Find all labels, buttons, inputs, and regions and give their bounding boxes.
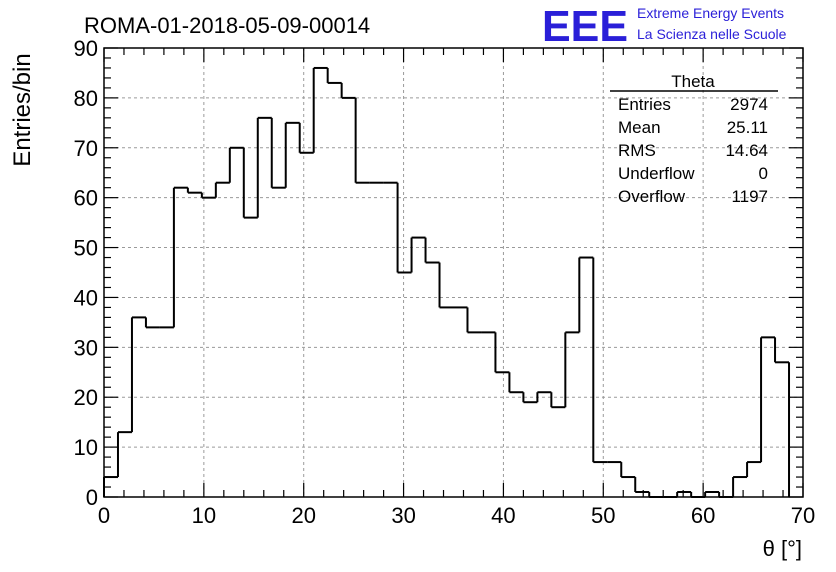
grid [104, 48, 803, 497]
stats-label-entries: Entries [618, 95, 671, 114]
x-axis: 0 10 20 30 40 50 60 70 [98, 48, 815, 528]
stats-value-overflow: 1197 [731, 187, 768, 206]
plot-frame [103, 47, 804, 498]
y-tick-label: 50 [74, 236, 98, 261]
y-tick-label: 80 [74, 86, 98, 111]
stats-value-rms: 14.64 [725, 141, 768, 160]
stats-title: Theta [671, 72, 715, 91]
y-tick-label: 90 [74, 36, 98, 61]
plot-border [103, 47, 804, 498]
y-tick-label: 40 [74, 285, 98, 310]
run-title: ROMA-01-2018-05-09-00014 [84, 13, 370, 38]
y-tick-label: 70 [74, 136, 98, 161]
stats-box: Theta Entries 2974 Mean 25.11 RMS 14.64 … [610, 72, 778, 206]
logo-line-1: Extreme Energy Events [637, 5, 784, 21]
y-tick-label: 0 [86, 485, 98, 510]
stats-value-underflow: 0 [759, 164, 768, 183]
stats-label-rms: RMS [618, 141, 656, 160]
histogram-series [103, 66, 791, 498]
x-tick-label: 60 [691, 503, 715, 528]
stats-label-mean: Mean [618, 118, 661, 137]
y-axis-title: Entries/bin [9, 53, 36, 166]
x-tick-label: 0 [98, 503, 110, 528]
stats-value-entries: 2974 [730, 95, 768, 114]
stats-label-underflow: Underflow [618, 164, 695, 183]
eee-logo: EEE Extreme Energy Events La Scienza nel… [542, 2, 787, 51]
logo-mark: EEE [542, 2, 628, 51]
y-tick-label: 10 [74, 435, 98, 460]
x-tick-label: 40 [491, 503, 515, 528]
x-tick-label: 10 [192, 503, 216, 528]
y-tick-label: 30 [74, 335, 98, 360]
x-tick-label: 70 [791, 503, 815, 528]
logo-line-2: La Scienza nelle Scuole [637, 26, 787, 42]
stats-value-mean: 25.11 [727, 118, 768, 137]
y-axis: 0 10 20 30 40 50 60 70 80 90 [74, 36, 803, 510]
stats-label-overflow: Overflow [618, 187, 686, 206]
x-tick-label: 30 [391, 503, 415, 528]
x-tick-label: 50 [591, 503, 615, 528]
y-tick-label: 20 [74, 385, 98, 410]
x-tick-label: 20 [291, 503, 315, 528]
x-axis-title: θ [°] [763, 536, 802, 561]
y-tick-label: 60 [74, 186, 98, 211]
